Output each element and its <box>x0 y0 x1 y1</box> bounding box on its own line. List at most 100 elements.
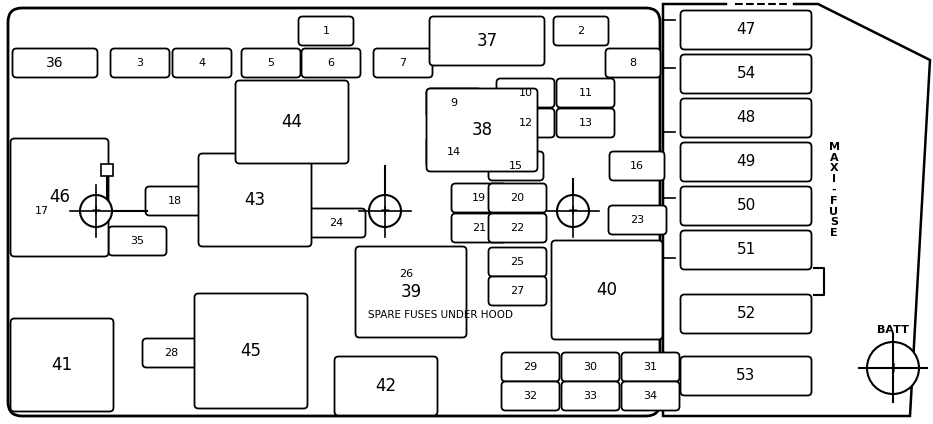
Text: 13: 13 <box>578 118 592 128</box>
Text: 53: 53 <box>736 368 756 383</box>
FancyBboxPatch shape <box>452 184 507 212</box>
Text: 4: 4 <box>199 58 205 68</box>
Text: 31: 31 <box>644 362 658 372</box>
FancyBboxPatch shape <box>301 48 360 78</box>
FancyBboxPatch shape <box>199 153 312 246</box>
Polygon shape <box>663 4 930 416</box>
FancyBboxPatch shape <box>562 382 620 410</box>
Text: 48: 48 <box>736 111 756 126</box>
Text: 45: 45 <box>241 342 261 360</box>
Text: 28: 28 <box>164 348 178 358</box>
Text: 20: 20 <box>510 193 524 203</box>
Text: 37: 37 <box>477 32 497 50</box>
FancyBboxPatch shape <box>373 48 433 78</box>
FancyBboxPatch shape <box>680 98 812 137</box>
Text: 51: 51 <box>736 243 756 257</box>
FancyBboxPatch shape <box>553 17 608 45</box>
Text: +: + <box>567 204 578 218</box>
Text: 27: 27 <box>510 286 524 296</box>
FancyBboxPatch shape <box>556 109 615 137</box>
FancyBboxPatch shape <box>235 81 349 164</box>
FancyBboxPatch shape <box>680 142 812 181</box>
FancyBboxPatch shape <box>489 184 547 212</box>
FancyBboxPatch shape <box>146 187 203 215</box>
FancyBboxPatch shape <box>680 187 812 226</box>
Text: +: + <box>887 361 898 375</box>
Text: 9: 9 <box>451 98 457 108</box>
Text: 39: 39 <box>400 283 422 301</box>
Text: 40: 40 <box>596 281 618 299</box>
FancyBboxPatch shape <box>379 259 434 288</box>
FancyBboxPatch shape <box>101 164 113 176</box>
FancyBboxPatch shape <box>242 48 300 78</box>
FancyBboxPatch shape <box>110 48 170 78</box>
FancyBboxPatch shape <box>680 231 812 270</box>
FancyBboxPatch shape <box>15 196 69 226</box>
FancyBboxPatch shape <box>551 240 662 340</box>
FancyBboxPatch shape <box>426 137 481 167</box>
Text: 30: 30 <box>583 362 597 372</box>
FancyBboxPatch shape <box>562 352 620 382</box>
FancyBboxPatch shape <box>194 293 308 408</box>
FancyBboxPatch shape <box>496 109 554 137</box>
Text: 50: 50 <box>736 198 756 214</box>
Text: 22: 22 <box>510 223 524 233</box>
Text: 18: 18 <box>167 196 182 206</box>
FancyBboxPatch shape <box>489 276 547 306</box>
Text: 42: 42 <box>375 377 397 395</box>
Circle shape <box>557 195 589 227</box>
FancyBboxPatch shape <box>680 357 812 396</box>
Text: 36: 36 <box>47 56 63 70</box>
Circle shape <box>877 352 909 384</box>
FancyBboxPatch shape <box>621 382 679 410</box>
FancyBboxPatch shape <box>452 214 507 243</box>
Text: 15: 15 <box>509 161 523 171</box>
FancyBboxPatch shape <box>173 48 231 78</box>
Text: 16: 16 <box>630 161 644 171</box>
FancyBboxPatch shape <box>489 248 547 276</box>
FancyBboxPatch shape <box>680 55 812 94</box>
Text: 29: 29 <box>523 362 537 372</box>
Text: 35: 35 <box>131 236 145 246</box>
Text: 32: 32 <box>523 391 537 401</box>
Text: BATT: BATT <box>877 325 909 335</box>
Text: 23: 23 <box>631 215 645 225</box>
Text: 14: 14 <box>447 147 461 157</box>
Text: 49: 49 <box>736 154 756 170</box>
FancyBboxPatch shape <box>335 357 438 416</box>
Text: 54: 54 <box>736 67 756 81</box>
Circle shape <box>867 342 919 394</box>
FancyBboxPatch shape <box>680 295 812 334</box>
Text: 21: 21 <box>472 223 486 233</box>
Text: 46: 46 <box>49 189 70 206</box>
Text: 33: 33 <box>583 391 597 401</box>
Text: 41: 41 <box>51 356 73 374</box>
Text: 52: 52 <box>736 307 756 321</box>
Text: 43: 43 <box>244 191 266 209</box>
Text: 11: 11 <box>578 88 592 98</box>
FancyBboxPatch shape <box>143 338 201 368</box>
FancyBboxPatch shape <box>299 17 354 45</box>
Text: 24: 24 <box>329 218 343 228</box>
FancyBboxPatch shape <box>8 8 660 416</box>
Text: +: + <box>91 204 102 218</box>
FancyBboxPatch shape <box>426 89 537 171</box>
Text: SPARE FUSES UNDER HOOD: SPARE FUSES UNDER HOOD <box>368 310 512 320</box>
FancyBboxPatch shape <box>308 209 366 237</box>
Text: 12: 12 <box>519 118 533 128</box>
FancyBboxPatch shape <box>108 226 166 256</box>
FancyBboxPatch shape <box>606 48 661 78</box>
Text: 10: 10 <box>519 88 533 98</box>
Text: 19: 19 <box>472 193 486 203</box>
Text: 2: 2 <box>578 26 585 36</box>
Text: 17: 17 <box>35 206 49 216</box>
FancyBboxPatch shape <box>489 151 544 181</box>
FancyBboxPatch shape <box>12 48 98 78</box>
Text: 47: 47 <box>736 22 756 37</box>
Text: 25: 25 <box>510 257 524 267</box>
Text: +: + <box>380 204 390 218</box>
FancyBboxPatch shape <box>680 11 812 50</box>
FancyBboxPatch shape <box>608 206 666 234</box>
FancyBboxPatch shape <box>426 89 481 117</box>
Text: 5: 5 <box>268 58 274 68</box>
